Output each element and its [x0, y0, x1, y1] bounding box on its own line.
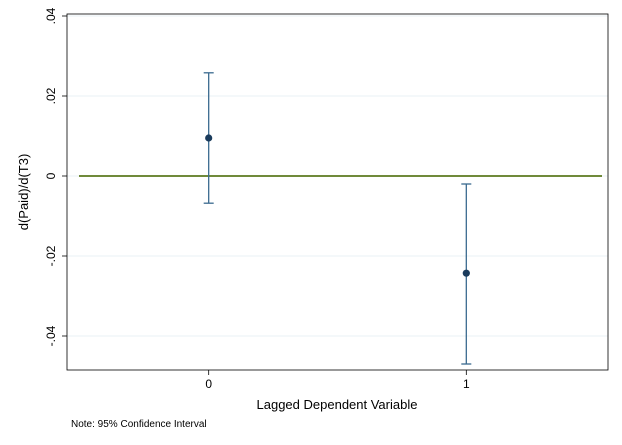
- y-tick-label: .02: [44, 87, 58, 104]
- y-axis-ticks: .04 .02 0 -.02 -.04: [44, 7, 67, 346]
- x-axis-title: Lagged Dependent Variable: [257, 397, 418, 412]
- y-tick-label: -.02: [44, 245, 58, 266]
- x-tick-label: 1: [463, 377, 470, 391]
- y-tick-label: 0: [44, 172, 58, 179]
- point-estimate: [205, 134, 213, 142]
- y-tick-label: .04: [44, 7, 58, 24]
- y-tick-label: -.04: [44, 325, 58, 346]
- x-tick-label: 0: [205, 377, 212, 391]
- confidence-intervals: [203, 72, 472, 365]
- plot-area-frame: [66, 13, 609, 371]
- point-estimate: [462, 269, 470, 277]
- chart-note: Note: 95% Confidence Interval: [71, 419, 207, 430]
- point-estimates: [205, 134, 470, 277]
- y-axis-title: d(Paid)/d(T3): [16, 154, 31, 231]
